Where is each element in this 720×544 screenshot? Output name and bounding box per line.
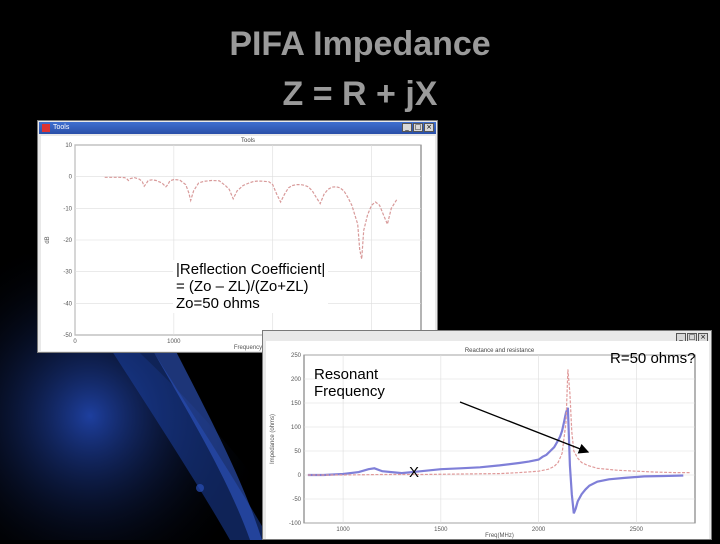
y-tick-label: 150 bbox=[291, 401, 302, 407]
x-curve-label: X bbox=[409, 464, 420, 481]
y-axis-label: Impedance (ohms) bbox=[270, 414, 276, 464]
slide-title: PIFA Impedance bbox=[229, 25, 491, 63]
x-tick-label: 2000 bbox=[532, 527, 546, 533]
y-tick-label: 0 bbox=[69, 175, 73, 181]
y-tick-label: -10 bbox=[63, 206, 72, 212]
minimize-button[interactable]: _ bbox=[402, 123, 412, 132]
y-tick-label: -50 bbox=[63, 333, 72, 339]
matlab-icon bbox=[42, 124, 50, 132]
x-axis-label: Frequency bbox=[234, 345, 262, 351]
y-tick-label: -100 bbox=[289, 521, 302, 527]
x-tick-label: 0 bbox=[73, 339, 77, 345]
y-tick-label: 250 bbox=[291, 353, 302, 359]
y-tick-label: -20 bbox=[63, 238, 72, 244]
reflection-plot-area: Tools100-10-20-30-40-500100020003000Freq… bbox=[41, 136, 435, 351]
series-line-reflection bbox=[104, 176, 398, 260]
y-tick-label: -30 bbox=[63, 270, 72, 276]
x-tick-label: 1500 bbox=[434, 527, 448, 533]
chart-title: Tools bbox=[241, 138, 255, 144]
window-title: Tools bbox=[53, 124, 70, 131]
reflection-line-3: Zo=50 ohms bbox=[176, 295, 260, 312]
close-button[interactable]: × bbox=[424, 123, 434, 132]
x-axis-label: Freq(MHz) bbox=[485, 533, 514, 539]
y-tick-label: -50 bbox=[292, 497, 301, 503]
x-tick-label: 1000 bbox=[336, 527, 350, 533]
x-tick-label: 2500 bbox=[630, 527, 644, 533]
y-tick-label: 0 bbox=[298, 473, 302, 479]
reflection-line-2: = (Zo – ZL)/(Zo+ZL) bbox=[176, 278, 309, 295]
reflection-annotation: |Reflection Coefficient| = (Zo – ZL)/(Zo… bbox=[173, 260, 329, 313]
slide-subtitle: Z = R + jX bbox=[282, 75, 438, 113]
y-tick-label: 100 bbox=[291, 425, 302, 431]
y-tick-label: 200 bbox=[291, 377, 302, 383]
y-tick-label: 50 bbox=[294, 449, 301, 455]
resonant-line-1: Resonant bbox=[314, 366, 379, 383]
y-tick-label: 10 bbox=[65, 143, 72, 149]
reflection-chart: Tools100-10-20-30-40-500100020003000Freq… bbox=[45, 138, 422, 351]
series-line-r bbox=[307, 369, 692, 476]
reflection-line-1: |Reflection Coefficient| bbox=[176, 261, 326, 278]
x-tick-label: 1000 bbox=[167, 339, 181, 345]
maximize-button[interactable]: □ bbox=[413, 123, 423, 132]
chart-title: Reactance and resistance bbox=[465, 348, 535, 354]
reflection-plot-window: Tools _ □ × Tools 10 0 -10 -20 -30 -40 -50 0 1000… bbox=[37, 120, 438, 353]
y-axis-label: dB bbox=[45, 236, 51, 243]
window-titlebar[interactable]: Tools _ □ × bbox=[39, 122, 436, 134]
r-annotation: R=50 ohms? bbox=[610, 350, 696, 367]
resonant-annotation: Resonant Frequency bbox=[314, 366, 385, 400]
y-tick-label: -40 bbox=[63, 301, 72, 307]
resonant-line-2: Frequency bbox=[314, 383, 385, 400]
